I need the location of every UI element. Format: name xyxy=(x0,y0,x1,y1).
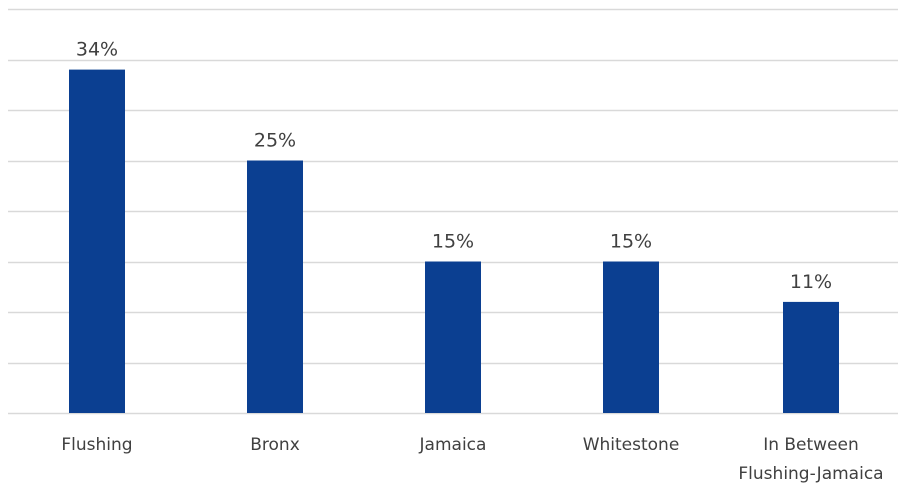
bar xyxy=(69,69,125,413)
data-label: 25% xyxy=(254,130,296,152)
data-label: 11% xyxy=(790,271,832,293)
data-labels: 34% 25% 15% 15% 11% xyxy=(76,39,832,293)
x-tick-label: Jamaica xyxy=(419,435,487,455)
gridlines xyxy=(8,8,898,415)
data-label: 34% xyxy=(76,39,118,61)
x-tick-label: Bronx xyxy=(250,435,300,455)
data-label: 15% xyxy=(610,231,652,253)
x-tick-label: In Between Flushing-Jamaica xyxy=(738,435,883,484)
x-tick-label: Whitestone xyxy=(583,435,680,455)
bar xyxy=(783,301,839,413)
bar xyxy=(425,261,481,413)
data-label: 15% xyxy=(432,231,474,253)
x-axis-labels: Flushing Bronx Jamaica Whitestone In Between… xyxy=(61,435,883,484)
bars xyxy=(69,69,839,413)
bar xyxy=(603,261,659,413)
x-tick-label: Flushing xyxy=(61,435,132,455)
bar xyxy=(247,160,303,413)
